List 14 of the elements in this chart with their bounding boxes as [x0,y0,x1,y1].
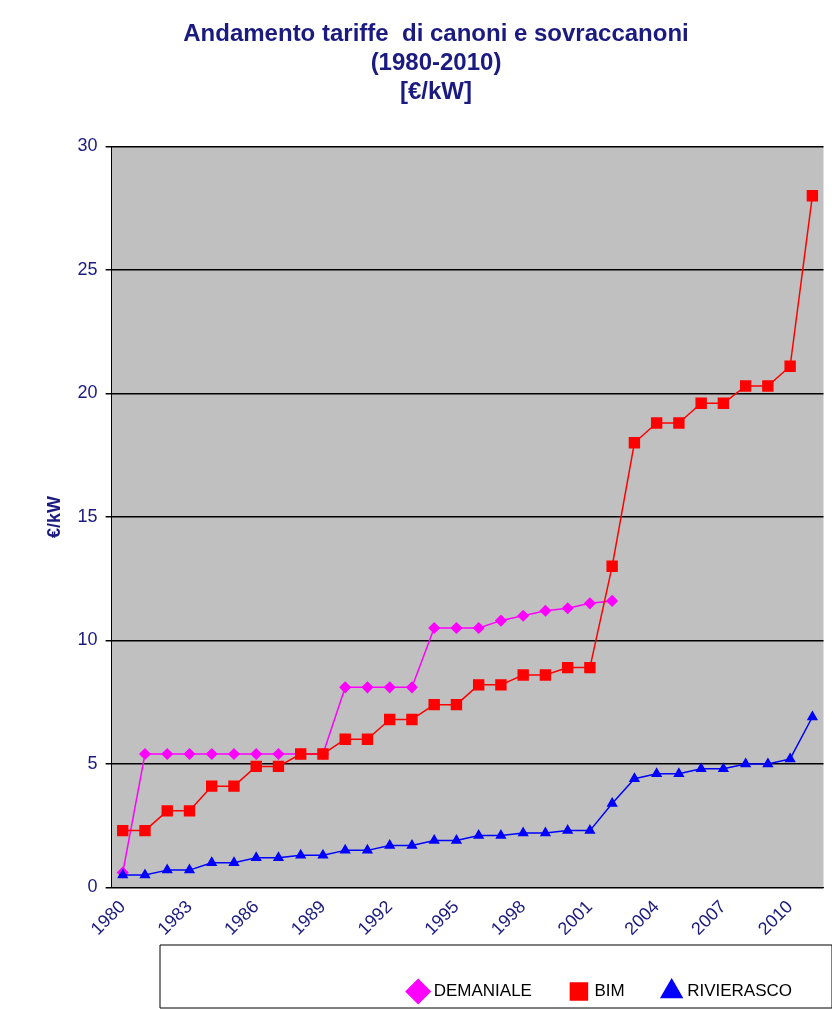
y-tick-label: 15 [77,505,98,526]
text: [€/kW] [400,76,472,104]
legend-label: RIVIERASCO [687,981,792,1001]
y-axis-title: €/kW [43,495,64,538]
legend-label: DEMANIALE [433,981,532,1001]
y-tick-label: 0 [87,876,98,897]
y-tick-label: 10 [77,629,98,650]
text: Andamento tariffe di canoni e sovraccanoni [183,19,689,47]
y-tick-label: 25 [77,258,98,279]
text: (1980-2010) [370,47,502,75]
legend-label: BIM [594,981,625,1001]
y-tick-label: 5 [87,752,98,773]
y-tick-label: 20 [77,382,98,403]
y-tick-label: 30 [77,135,98,156]
